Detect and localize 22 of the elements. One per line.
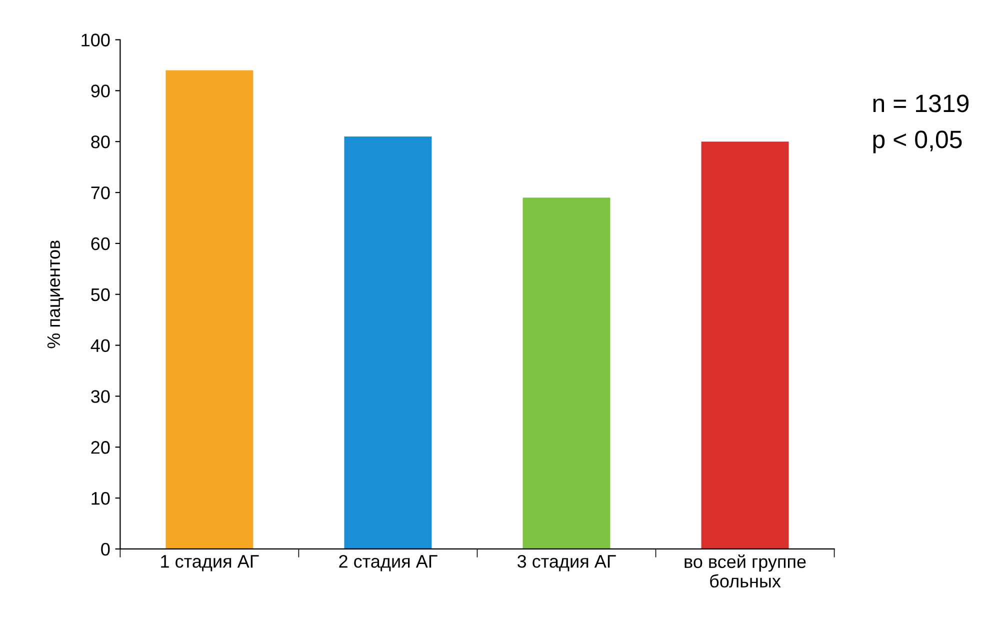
y-tick-label: 80 <box>91 136 110 148</box>
bar <box>701 142 789 549</box>
x-tick-label: 1 стадия АГ <box>161 555 259 572</box>
y-tick-label: 40 <box>90 339 110 352</box>
text: p < 0,05 <box>873 130 962 154</box>
y-tick-label: 90 <box>91 84 110 98</box>
y-tick-label: 0 <box>101 542 110 556</box>
y-axis-title: % пациентов <box>47 240 64 348</box>
text: n = 1319 <box>873 94 969 112</box>
y-tick-label: 20 <box>91 441 110 454</box>
y-tick-label: 30 <box>91 390 110 403</box>
bar <box>166 70 254 549</box>
x-tick-label: 2 стадия АГ <box>339 554 438 572</box>
y-tick-label: 60 <box>91 237 110 250</box>
y-tick-label: 10 <box>92 492 110 505</box>
bar <box>522 198 610 549</box>
y-tick-label: 100 <box>82 34 110 46</box>
x-tick-label: во всей группе больных <box>684 554 806 588</box>
y-tick-label: 70 <box>91 186 110 200</box>
bar <box>344 136 432 549</box>
x-tick-label: 3 стадия АГ <box>517 554 616 572</box>
y-tick-label: 50 <box>91 288 110 302</box>
